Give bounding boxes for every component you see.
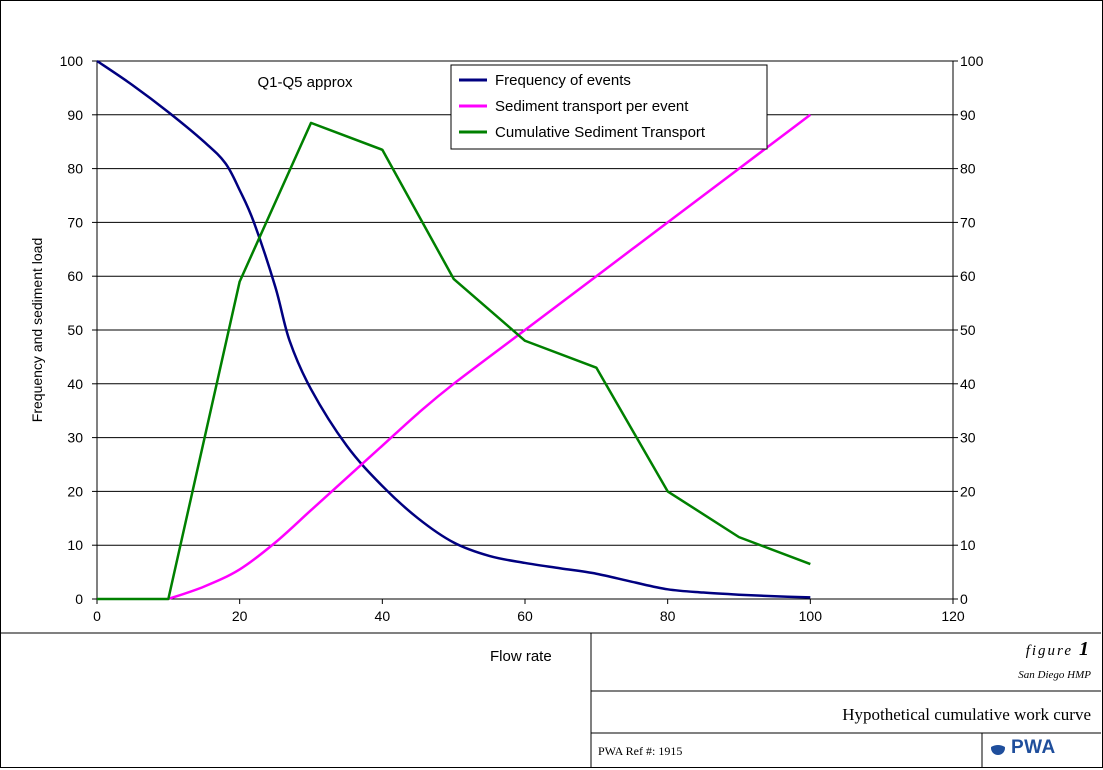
series-frequency-of-events xyxy=(96,59,811,599)
y2-tick-label: 0 xyxy=(960,591,968,607)
y2-tick-label: 20 xyxy=(960,483,976,499)
legend-label: Cumulative Sediment Transport xyxy=(495,124,706,141)
figure-title: Hypothetical cumulative work curve xyxy=(842,705,1091,724)
y2-tick-label: 30 xyxy=(960,430,976,446)
logo-text: PWA xyxy=(1011,737,1056,758)
x-tick-label: 0 xyxy=(93,608,101,624)
y-tick-label: 50 xyxy=(67,322,83,338)
y2-tick-label: 50 xyxy=(960,322,976,338)
figure-number-label: figure 1 xyxy=(1026,638,1091,661)
y-tick-label: 0 xyxy=(75,591,83,607)
y2-tick-label: 70 xyxy=(960,214,976,230)
reference-number: PWA Ref #: 1915 xyxy=(598,744,683,758)
figure-number: 1 xyxy=(1079,638,1091,660)
y-axis-title: Frequency and sediment load xyxy=(29,238,45,422)
series-sediment-transport-per-event xyxy=(167,113,812,601)
y-tick-label: 60 xyxy=(67,268,83,284)
y-tick-label: 70 xyxy=(67,214,83,230)
legend-label: Frequency of events xyxy=(495,72,631,89)
y2-tick-label: 80 xyxy=(960,161,976,177)
y2-tick-label: 100 xyxy=(960,53,984,69)
legend-box xyxy=(450,64,768,150)
x-tick-label: 80 xyxy=(660,608,676,624)
y2-tick-label: 10 xyxy=(960,537,976,553)
x-tick-label: 100 xyxy=(799,608,823,624)
y-tick-label: 10 xyxy=(67,537,83,553)
legend-label: Sediment transport per event xyxy=(495,98,689,115)
y-tick-label: 80 xyxy=(67,161,83,177)
y-tick-label: 30 xyxy=(67,430,83,446)
project-name: San Diego HMP xyxy=(1018,669,1091,681)
x-axis-title: Flow rate xyxy=(490,648,552,665)
y2-tick-label: 60 xyxy=(960,268,976,284)
y-tick-label: 90 xyxy=(67,107,83,123)
pwa-logo: PWA xyxy=(990,737,1056,759)
y-tick-label: 100 xyxy=(60,53,84,69)
figure-word: figure xyxy=(1025,643,1073,659)
logo-globe-icon xyxy=(991,740,1005,755)
x-tick-label: 40 xyxy=(375,608,391,624)
x-tick-label: 120 xyxy=(941,608,965,624)
y-tick-label: 20 xyxy=(67,483,83,499)
annotation-q1-q5: Q1-Q5 approx xyxy=(258,74,354,91)
y-tick-label: 40 xyxy=(67,376,83,392)
series-cumulative-sediment-transport xyxy=(97,121,811,601)
y2-tick-label: 90 xyxy=(960,107,976,123)
y2-tick-label: 40 xyxy=(960,376,976,392)
x-tick-label: 20 xyxy=(232,608,248,624)
x-tick-label: 60 xyxy=(517,608,533,624)
